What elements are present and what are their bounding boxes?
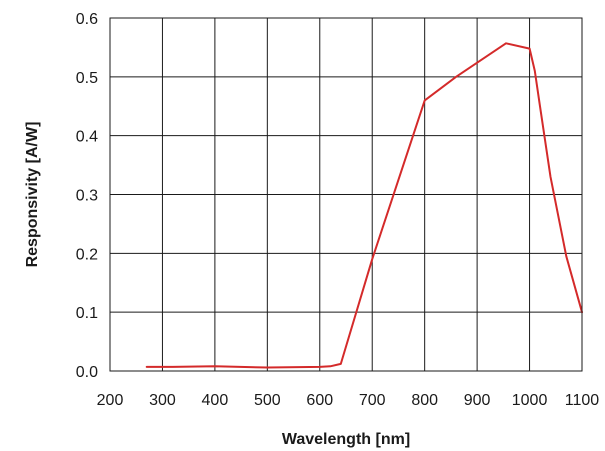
grid [109,17,583,372]
x-axis: 200 300 400 500 600 700 800 900 1000 1100 [97,392,600,409]
y-tick-label: 0.5 [76,70,98,87]
x-tick-label: 600 [306,392,333,409]
plot-area [145,42,583,369]
y-tick-label: 0.3 [76,188,98,205]
y-tick-label: 0.6 [76,11,98,28]
x-tick-label: 1000 [512,392,548,409]
y-tick-label: 0.2 [76,246,98,263]
y-tick-label: 0.4 [76,129,98,146]
responsivity-series-line [145,42,583,369]
x-tick-label: 900 [464,392,491,409]
x-axis-title: Wavelength [nm] [282,431,410,448]
y-axis: 0.0 0.1 0.2 0.3 0.4 0.5 0.6 [76,11,98,381]
plot-frame [109,17,583,372]
y-axis-title: Responsivity [A/W] [24,122,41,268]
y-tick-label: 0.0 [76,364,98,381]
x-tick-label: 200 [97,392,124,409]
y-tick-label: 0.1 [76,305,98,322]
x-tick-label: 400 [202,392,229,409]
x-tick-label: 700 [359,392,386,409]
x-tick-label: 500 [254,392,281,409]
x-tick-label: 300 [149,392,176,409]
x-tick-label: 800 [411,392,438,409]
x-tick-label: 1100 [565,392,600,409]
